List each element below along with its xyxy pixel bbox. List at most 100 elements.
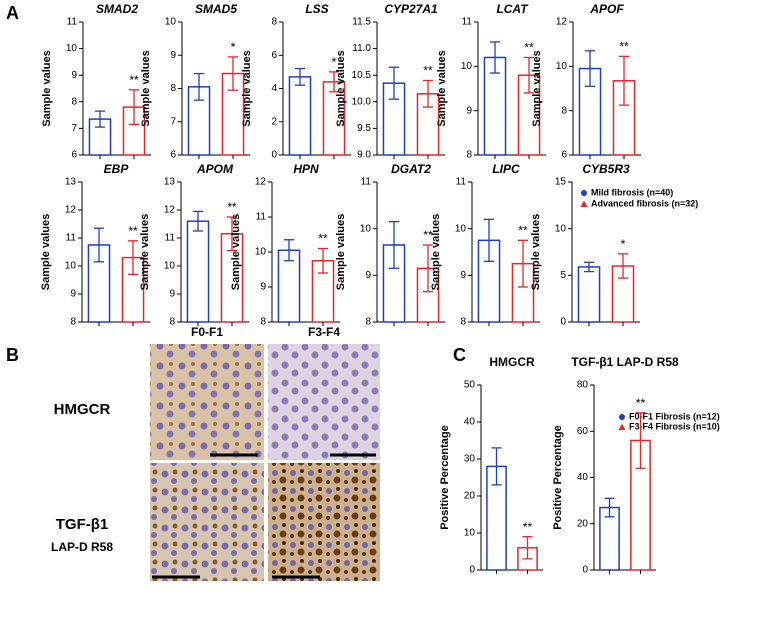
- y-tick-label: 8: [170, 83, 176, 94]
- y-tick-label: 11: [67, 17, 78, 28]
- y-axis-label: Sample values: [40, 214, 52, 290]
- chart-title: CYP27A1: [384, 2, 438, 16]
- y-tick-label: 13: [65, 177, 77, 188]
- significance: **: [636, 396, 646, 410]
- y-tick-label: 10: [555, 223, 567, 234]
- y-tick-label: 10: [360, 223, 372, 234]
- y-tick-label: 10: [556, 61, 568, 72]
- chart-title: DGAT2: [391, 162, 431, 176]
- y-axis-label: Sample values: [41, 50, 53, 126]
- significance: **: [619, 40, 629, 54]
- significance: **: [423, 228, 433, 242]
- y-tick-label: 8: [169, 317, 175, 328]
- y-axis-label: Sample values: [430, 214, 442, 290]
- y-tick-label: 5: [560, 270, 566, 281]
- significance: *: [332, 55, 337, 69]
- y-tick-label: 0: [560, 317, 566, 328]
- y-tick-label: 11: [462, 17, 473, 28]
- y-tick-label: 12: [164, 205, 176, 216]
- y-axis-label: Sample values: [241, 50, 253, 126]
- y-tick-label: 10: [461, 61, 473, 72]
- y-axis-label: Sample values: [230, 214, 242, 290]
- y-axis-label: Positive Percentage: [439, 425, 451, 530]
- y-tick-label: 40: [577, 472, 589, 483]
- bar: [288, 76, 312, 156]
- significance: **: [524, 41, 534, 55]
- y-axis-label: Sample values: [530, 214, 542, 290]
- ihc-image: [268, 344, 380, 460]
- y-tick-label: 6: [271, 50, 277, 61]
- y-tick-label: 8: [365, 317, 371, 328]
- y-tick-label: 20: [577, 518, 589, 529]
- y-tick-label: 8: [71, 96, 77, 107]
- significance: **: [227, 200, 237, 214]
- chart-title: LIPC: [492, 162, 520, 176]
- y-tick-label: 40: [464, 417, 476, 428]
- y-tick-label: 9: [70, 289, 76, 300]
- y-tick-label: 7: [71, 123, 77, 134]
- y-axis-label: Positive Percentage: [552, 425, 564, 530]
- legend-marker: [619, 414, 625, 420]
- legend-label: Mild fibrosis (n=40): [591, 187, 673, 197]
- y-tick-label: 8: [466, 150, 472, 161]
- chart-title: APOM: [196, 162, 234, 176]
- significance: **: [523, 520, 533, 534]
- legend-marker: [618, 423, 626, 430]
- y-tick-label: 7: [170, 116, 176, 127]
- y-tick-label: 11: [456, 177, 467, 188]
- y-tick-label: 0: [469, 565, 475, 576]
- y-tick-label: 9.5: [357, 123, 371, 134]
- legend-marker: [580, 200, 588, 207]
- legend-label: F3-F4 Fibrosis (n=10): [629, 421, 720, 431]
- significance: **: [518, 224, 528, 238]
- bar: [186, 220, 210, 323]
- row-label: TGF-β1: [56, 516, 109, 533]
- chart-title: CYB5R3: [582, 162, 630, 176]
- y-axis-label: Sample values: [335, 214, 347, 290]
- row-sublabel: LAP-D R58: [51, 540, 113, 554]
- significance: *: [621, 237, 626, 251]
- y-tick-label: 8: [271, 17, 277, 28]
- y-tick-label: 10: [464, 528, 476, 539]
- chart-title: LSS: [305, 2, 328, 16]
- y-tick-label: 9: [71, 70, 77, 81]
- legend-marker: [581, 190, 587, 196]
- y-tick-label: 10.5: [352, 70, 372, 81]
- y-tick-label: 10: [165, 17, 177, 28]
- column-label: F0-F1: [191, 325, 223, 339]
- y-tick-label: 8: [260, 317, 266, 328]
- y-tick-label: 0: [271, 150, 277, 161]
- ihc-image: [150, 463, 264, 581]
- legend-label: Advanced fibrosis (n=32): [591, 198, 698, 208]
- y-tick-label: 8: [70, 317, 76, 328]
- ihc-images: F0-F1 F3-F4 HMGCR TGF-β1 LAP-D R58: [51, 325, 380, 581]
- y-tick-label: 0: [582, 565, 588, 576]
- panel-label: C: [453, 345, 466, 365]
- chart-title: HPN: [293, 162, 319, 176]
- y-tick-label: 9: [466, 105, 472, 116]
- y-tick-label: 6: [71, 150, 77, 161]
- y-tick-label: 10.0: [352, 96, 372, 107]
- y-tick-label: 11: [165, 233, 176, 244]
- y-axis-label: Sample values: [335, 50, 347, 126]
- y-tick-label: 13: [164, 177, 176, 188]
- y-axis-label: Sample values: [139, 214, 151, 290]
- y-tick-label: 9: [170, 50, 176, 61]
- y-tick-label: 10: [164, 261, 176, 272]
- column-label: F3-F4: [308, 325, 340, 339]
- y-axis-label: Sample values: [436, 50, 448, 126]
- significance: *: [231, 40, 236, 54]
- y-tick-label: 15: [555, 177, 567, 188]
- y-tick-label: 10: [455, 223, 467, 234]
- ihc-image: [150, 344, 264, 460]
- legend-label: F0-F1 Fibrosis (n=12): [629, 411, 720, 421]
- y-tick-label: 11: [361, 177, 372, 188]
- y-tick-label: 4: [271, 83, 277, 94]
- y-tick-label: 9.0: [357, 150, 371, 161]
- y-tick-label: 10: [65, 261, 77, 272]
- y-tick-label: 11: [66, 233, 77, 244]
- y-tick-label: 9: [260, 282, 266, 293]
- y-tick-label: 12: [255, 177, 267, 188]
